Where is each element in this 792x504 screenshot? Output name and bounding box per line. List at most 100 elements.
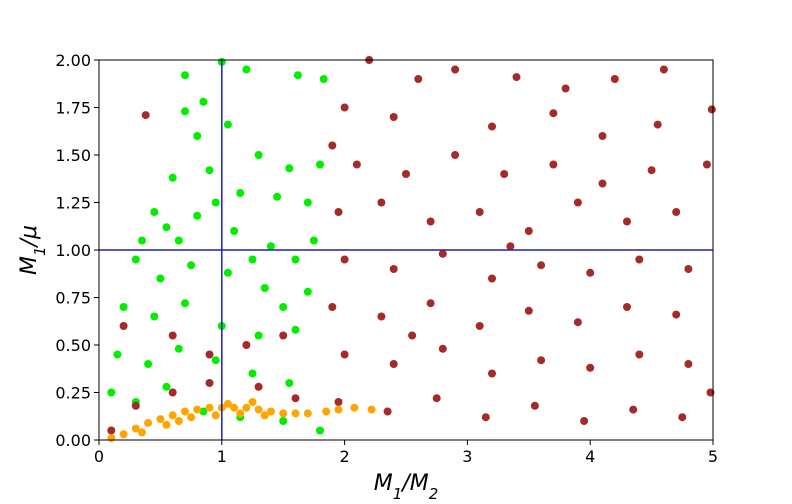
data-point-s0-26 [223, 268, 232, 277]
data-point-s1-54 [475, 322, 484, 330]
data-point-s1-48 [586, 268, 595, 277]
data-point-s1-21 [340, 103, 349, 112]
data-point-s1-64 [586, 363, 595, 372]
y-tick-label: 0.25 [55, 384, 91, 403]
data-point-s1-12 [328, 141, 337, 150]
data-point-s0-12 [168, 173, 177, 182]
data-point-s0-25 [187, 261, 196, 270]
data-point-s1-33 [647, 166, 656, 175]
y-tick-label: 0.75 [55, 289, 91, 308]
data-point-s1-32 [598, 179, 607, 188]
data-point-s0-33 [254, 331, 263, 340]
data-point-s0-28 [303, 287, 312, 296]
data-point-s2-14 [279, 409, 288, 418]
x-tick-label: 0 [94, 447, 104, 466]
data-point-s0-21 [266, 242, 275, 251]
data-point-s2-10 [230, 403, 239, 412]
data-point-s2-5 [168, 411, 177, 420]
data-point-s1-5 [279, 331, 288, 340]
data-point-s1-61 [438, 344, 447, 353]
data-point-s1-65 [635, 350, 644, 359]
data-point-s0-29 [119, 303, 128, 311]
x-tick-label: 3 [462, 447, 472, 466]
data-point-s1-57 [623, 303, 631, 311]
data-point-s1-59 [340, 350, 349, 359]
data-point-s0-47 [316, 426, 324, 435]
data-point-s1-41 [623, 217, 631, 226]
data-point-s1-73 [629, 405, 638, 414]
data-point-s1-15 [451, 65, 460, 74]
data-point-s1-63 [537, 356, 546, 365]
data-point-s1-9 [254, 382, 263, 391]
data-point-s0-0 [181, 71, 189, 80]
x-tick-label: 1 [217, 447, 227, 466]
data-point-s2-13 [266, 407, 275, 416]
data-point-s0-41 [107, 388, 116, 397]
data-point-s0-38 [211, 356, 220, 365]
data-point-s2-3 [144, 418, 153, 427]
data-point-s1-19 [659, 65, 668, 74]
data-point-s1-22 [389, 113, 398, 121]
data-point-s1-25 [598, 132, 607, 140]
data-point-s1-28 [402, 170, 410, 178]
data-point-s1-47 [537, 261, 546, 270]
data-point-s1-17 [561, 84, 570, 93]
data-point-s1-43 [340, 255, 349, 264]
data-point-s2-18 [334, 405, 343, 414]
data-point-s0-3 [242, 65, 251, 74]
y-tick-label: 1.25 [55, 194, 91, 213]
y-tick-label: 1.50 [55, 146, 91, 165]
data-point-s0-11 [316, 160, 324, 169]
data-point-s1-56 [573, 318, 582, 327]
data-point-s1-7 [168, 388, 177, 397]
data-point-s2-26 [138, 428, 146, 437]
data-point-s0-14 [236, 189, 245, 197]
y-axis-ticks: 0.00 0.25 0.50 0.75 1.00 1.25 1.50 1.75 2.00 [55, 51, 99, 450]
data-point-s2-8 [205, 403, 214, 412]
y-tick-label: 0.50 [55, 336, 91, 355]
data-point-s1-72 [580, 417, 589, 425]
data-point-s0-20 [230, 227, 239, 235]
data-point-s2-7 [193, 405, 202, 414]
data-point-s1-77 [506, 242, 515, 251]
x-tick-label: 4 [585, 447, 595, 466]
data-point-s1-68 [383, 407, 392, 416]
data-point-s1-67 [334, 398, 343, 406]
data-point-s1-70 [481, 413, 490, 422]
data-point-s0-7 [193, 132, 202, 140]
data-point-s2-22 [187, 413, 196, 422]
data-point-s0-31 [181, 299, 189, 308]
data-point-s1-18 [610, 75, 619, 83]
data-point-s0-18 [162, 223, 171, 232]
data-point-s1-16 [512, 73, 521, 82]
reference-lines [99, 60, 713, 440]
data-point-s0-6 [181, 107, 189, 116]
data-point-s2-15 [291, 409, 300, 418]
data-point-s1-58 [672, 310, 681, 319]
data-point-s0-52 [150, 208, 159, 216]
data-point-s2-27 [174, 417, 183, 425]
data-point-s1-3 [205, 350, 214, 359]
data-point-s0-1 [199, 97, 208, 106]
data-point-s2-19 [350, 403, 359, 412]
data-point-s1-24 [549, 109, 558, 118]
data-point-s1-60 [389, 360, 398, 368]
data-point-s1-23 [488, 122, 496, 131]
data-point-s1-55 [524, 306, 533, 315]
data-point-s1-34 [702, 160, 711, 169]
data-point-s2-20 [367, 405, 376, 414]
y-tick-label: 2.00 [55, 51, 91, 70]
data-point-s0-10 [285, 164, 294, 173]
data-point-s2-17 [322, 407, 331, 416]
x-axis-ticks: 0 1 2 3 4 5 [94, 440, 718, 466]
data-point-s1-44 [389, 265, 398, 273]
data-point-s0-19 [193, 211, 202, 220]
data-point-s1-74 [678, 413, 687, 422]
data-point-s1-50 [684, 265, 693, 273]
data-point-s1-30 [500, 170, 509, 178]
data-point-s0-35 [113, 350, 122, 359]
y-tick-label: 1.75 [55, 99, 91, 118]
data-point-s0-46 [279, 417, 288, 425]
data-point-s1-4 [242, 341, 251, 349]
data-point-s0-53 [279, 303, 288, 311]
